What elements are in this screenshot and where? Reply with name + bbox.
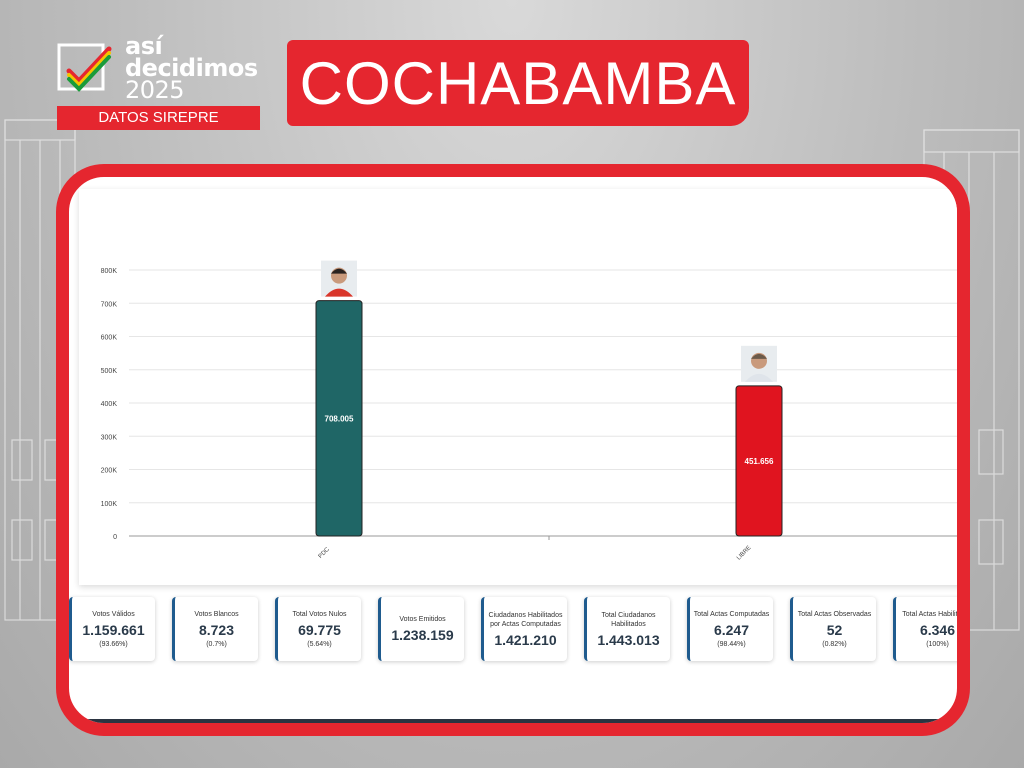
stat-card: Total Actas Observadas 52 (0.82%) (790, 597, 876, 661)
y-tick-label: 800K (101, 268, 118, 275)
stat-card: Total Actas Habilitadas 6.346 (100%) (893, 597, 970, 661)
candidate-photo-pdc (321, 260, 357, 297)
y-tick-label: 300K (101, 434, 118, 441)
bar-pdc (315, 300, 363, 537)
x-tick-label: PDC (318, 546, 332, 560)
stat-label: Total Votos Nulos (292, 611, 347, 618)
stat-label: Votos Válidos (92, 611, 135, 618)
stat-value: 1.238.159 (391, 627, 454, 643)
stat-card: Votos Blancos 8.723 (0.7%) (172, 597, 258, 661)
y-tick-label: 100K (101, 501, 118, 508)
logo-word-year: 2025 (125, 76, 185, 104)
stat-value: 1.443.013 (597, 631, 660, 648)
region-title: COCHABAMBA (299, 49, 737, 117)
candidate-photo-libre (741, 345, 777, 382)
results-frame: 0 100K 200K 300K 400K 500K 600K 700K 800K 708.005… (56, 164, 970, 736)
stat-value: 1.159.661 (82, 622, 145, 638)
y-tick-label: 200K (101, 468, 118, 475)
stat-value: 6.346 (919, 622, 956, 638)
stat-card: Total Votos Nulos 69.775 (5.64%) (275, 597, 361, 661)
chart-card: 0 100K 200K 300K 400K 500K 600K 700K 800K 708.005… (79, 189, 957, 585)
bar-libre (735, 385, 783, 537)
bar-value-label: 708.005 (325, 414, 354, 423)
stat-value: 8.723 (198, 622, 235, 638)
y-tick-label: 600K (101, 335, 118, 342)
stat-label: Ciudadanos Habilitados por Actas Computa… (488, 611, 563, 628)
stat-card: Votos Emitidos 1.238.159 (378, 597, 464, 661)
y-tick-label: 0 (113, 534, 117, 541)
stat-label: Votos Emitidos (399, 616, 446, 623)
stat-label: Total Actas Observadas (797, 611, 872, 618)
y-tick-label: 500K (101, 368, 118, 375)
stat-label: Total Actas Computadas (693, 611, 770, 618)
y-tick-label: 700K (101, 301, 118, 308)
stat-percentage: (93.66%) (99, 641, 128, 648)
stat-card: Ciudadanos Habilitados por Actas Computa… (481, 597, 567, 661)
asi-decidimos-logo: así decidimos 2025 DATOS SIREPRE (57, 32, 262, 131)
logo-word-asi: así (125, 32, 163, 60)
stat-value: 6.247 (713, 622, 750, 638)
stat-percentage: (98.44%) (717, 641, 746, 648)
stat-label: Votos Blancos (194, 611, 239, 618)
ballot-check-icon (57, 43, 112, 92)
votes-bar-chart: 0 100K 200K 300K 400K 500K 600K 700K 800K 708.005… (101, 260, 957, 562)
stat-value: 1.421.210 (494, 631, 557, 648)
x-tick-label: LIBRE (736, 545, 753, 562)
stat-card: Votos Válidos 1.159.661 (93.66%) (69, 597, 155, 661)
stat-percentage: (100%) (926, 641, 949, 648)
bar-value-label: 451.656 (745, 457, 774, 466)
stat-value: 69.775 (298, 622, 341, 638)
bottom-bar (79, 719, 957, 723)
stat-label: Total Ciudadanos Habilitados (601, 611, 656, 628)
stat-card: Total Ciudadanos Habilitados 1.443.013 (584, 597, 670, 661)
stat-value: 52 (826, 622, 843, 638)
stats-row: Votos Válidos 1.159.661 (93.66%) Votos Blan… (69, 597, 970, 669)
datos-sirepre-badge: DATOS SIREPRE (57, 106, 260, 130)
stat-percentage: (0.82%) (822, 641, 847, 648)
stat-card: Total Actas Computadas 6.247 (98.44%) (687, 597, 773, 661)
stat-label: Total Actas Habilitadas (902, 611, 970, 618)
y-tick-label: 400K (101, 401, 118, 408)
stat-percentage: (0.7%) (206, 641, 227, 648)
stat-percentage: (5.64%) (307, 641, 332, 648)
logo-word-decidimos: decidimos (125, 54, 258, 82)
region-title-box: COCHABAMBA (287, 40, 749, 126)
